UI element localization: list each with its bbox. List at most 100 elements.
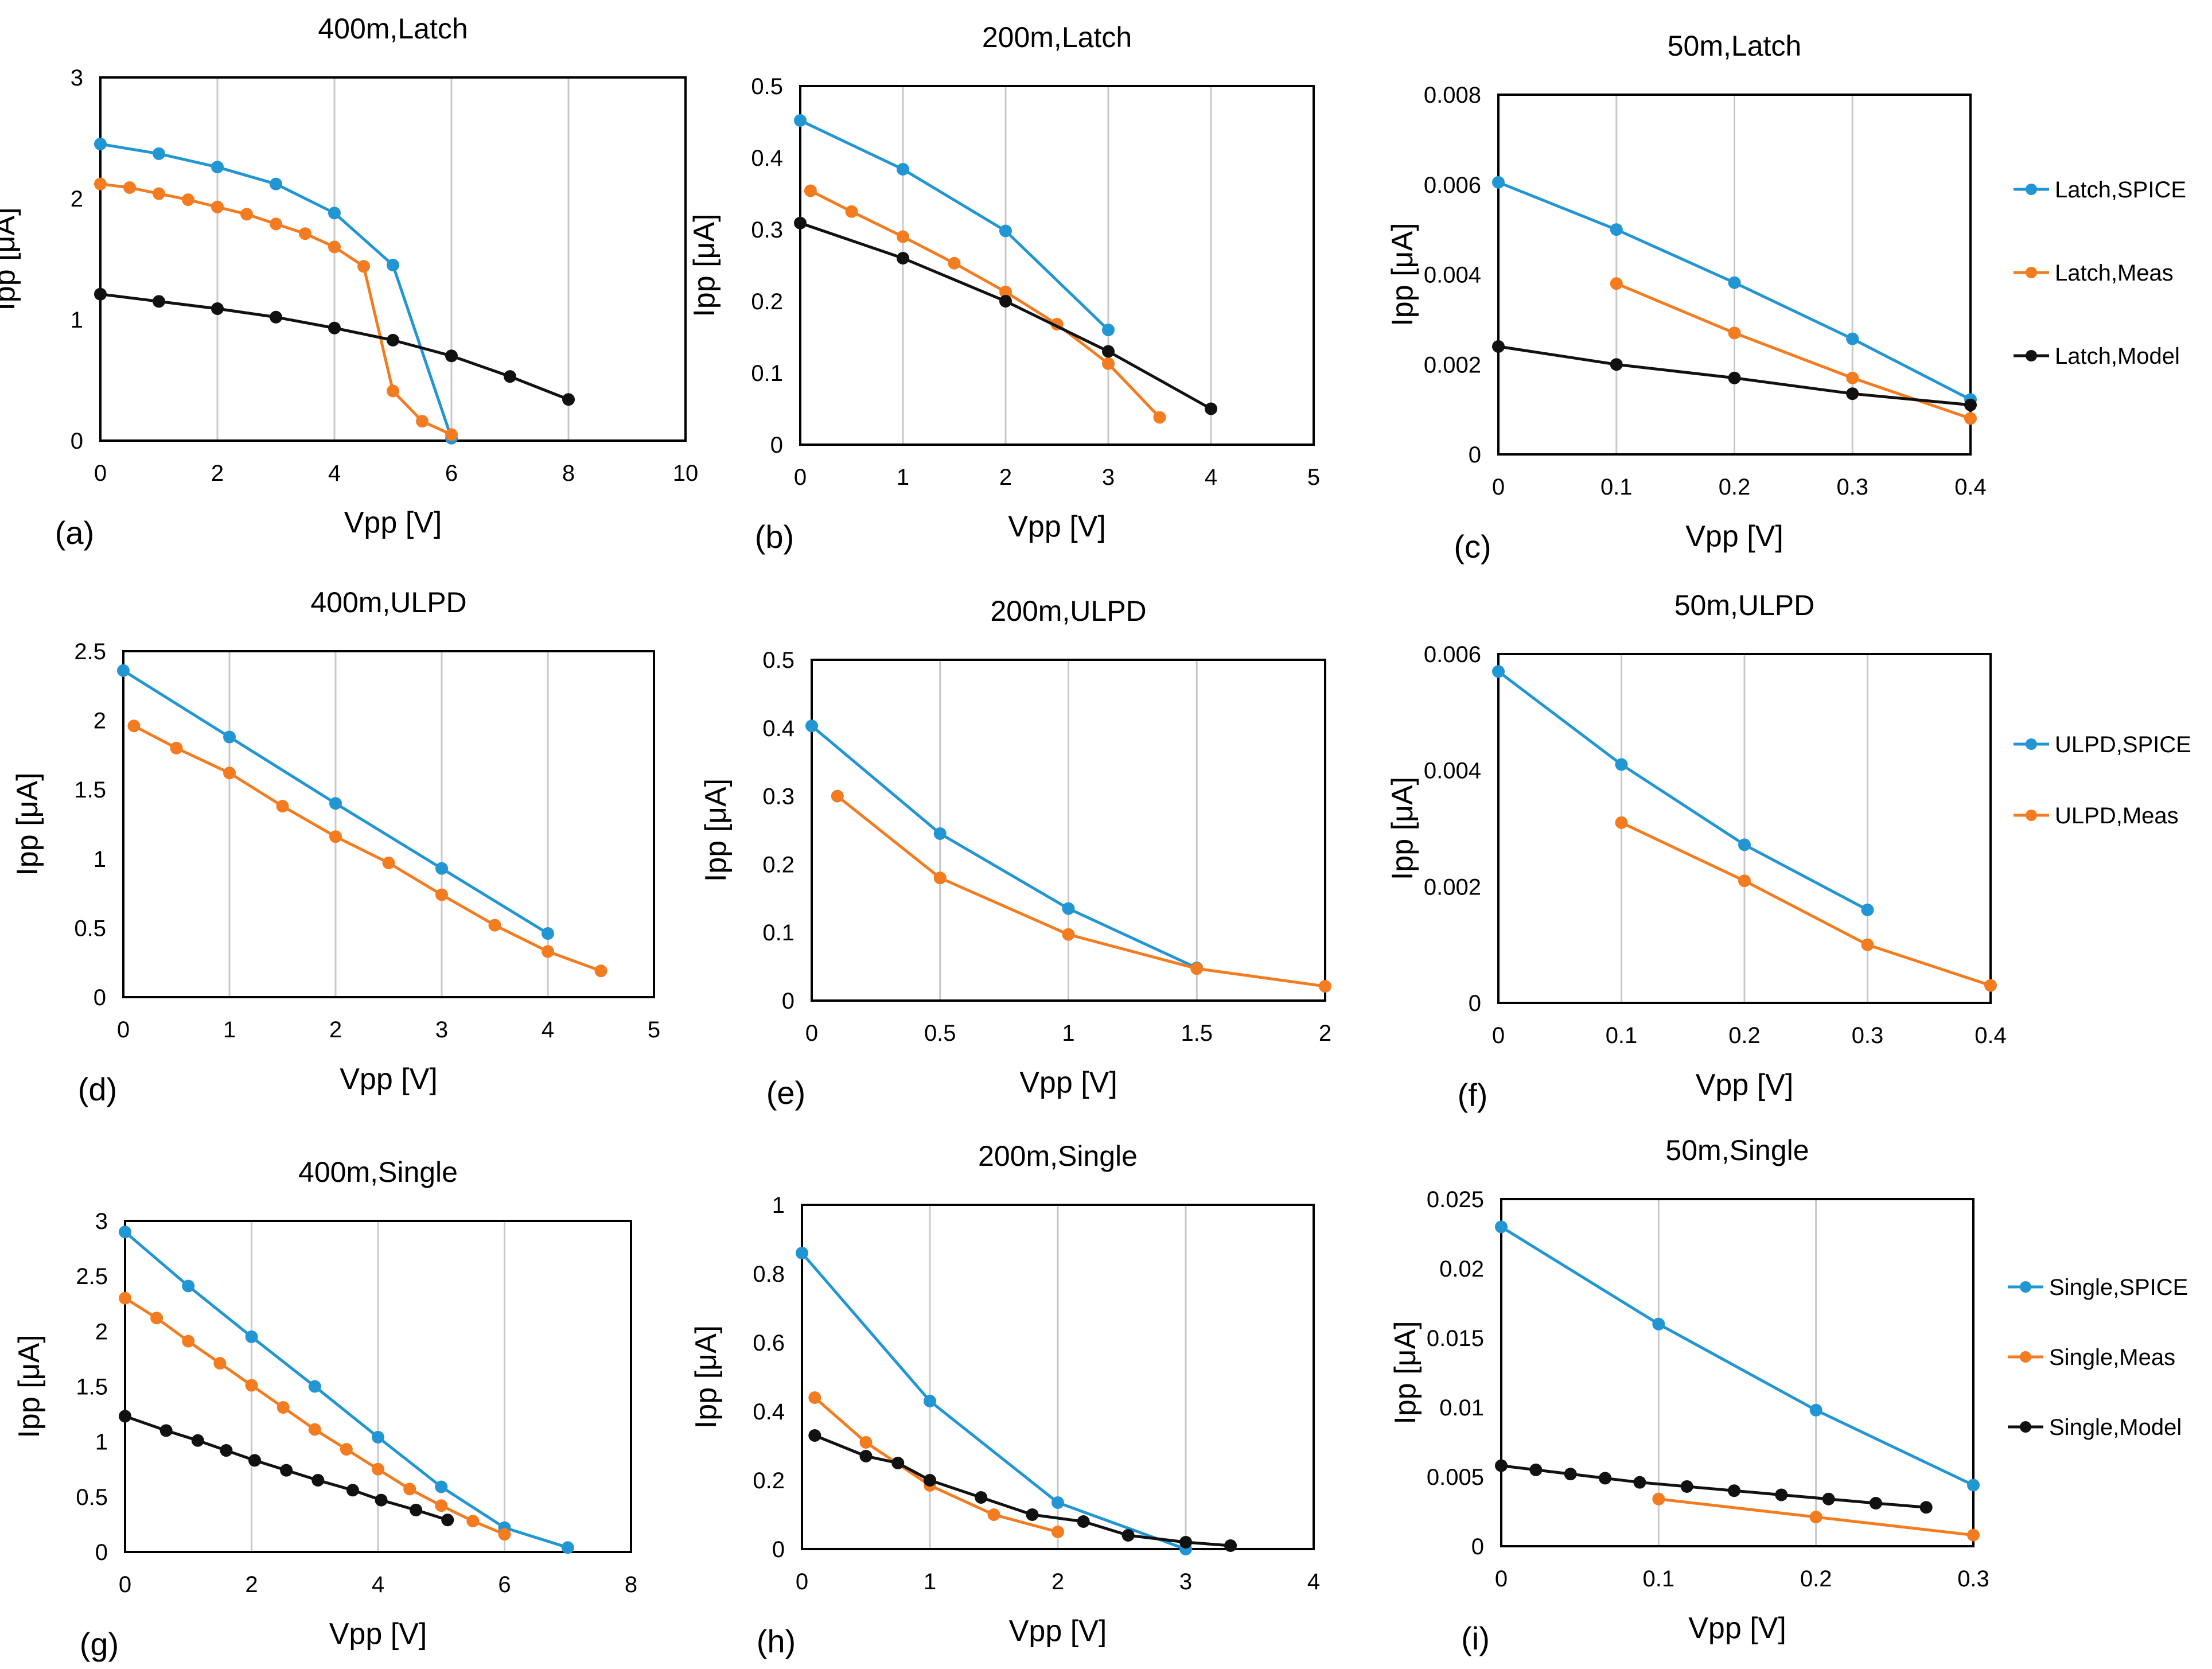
data-point-model: [445, 349, 458, 363]
data-point-model: [1179, 1536, 1192, 1549]
data-point-meas: [1738, 874, 1751, 888]
data-point-meas: [123, 181, 136, 194]
y-tick-label: 0.3: [751, 217, 783, 243]
data-point-model: [1121, 1529, 1135, 1542]
legend-entry-label: ULPD,SPICE: [2055, 732, 2191, 757]
x-tick-label: 5: [648, 1017, 660, 1042]
x-tick-label: 0: [119, 1572, 131, 1597]
data-point-meas: [387, 384, 399, 398]
x-tick-label: 5: [1307, 465, 1320, 490]
data-point-spice: [211, 161, 224, 174]
series-line-meas: [133, 724, 602, 972]
data-point-model: [191, 1434, 204, 1447]
chart-panel: 0 1 2 3 4 5 0 0.5 1 1.5 2 2.5 400m,ULPD Vpp [V] Ipp [μ…: [11, 586, 660, 1107]
data-point-meas: [153, 187, 165, 200]
y-tick-label: 0.5: [762, 648, 795, 673]
data-point-meas: [357, 260, 370, 273]
data-point-spice: [1052, 1496, 1064, 1509]
data-point-model: [1495, 1459, 1508, 1472]
data-point-meas: [213, 1357, 227, 1370]
x-tick-label: 1.5: [1181, 1021, 1213, 1046]
chart-panel: 0 0.1 0.2 0.3 0.4 0 0.002 0.004 0.006 50m,ULPD Vpp…: [1386, 589, 2007, 1113]
y-tick-label: 1.5: [76, 1375, 108, 1400]
data-point-meas: [1652, 1492, 1665, 1505]
x-tick-label: 0.1: [1606, 1023, 1638, 1048]
data-point-spice: [270, 177, 282, 190]
data-point-spice: [1492, 176, 1505, 189]
data-point-spice: [1652, 1317, 1665, 1330]
data-point-meas: [1052, 1526, 1064, 1538]
x-tick-label: 3: [435, 1017, 448, 1042]
data-point-model: [1846, 387, 1859, 400]
data-point-meas: [340, 1443, 353, 1456]
data-point-meas: [94, 177, 107, 190]
y-tick-label: 1: [71, 308, 83, 333]
plot-frame: [801, 1204, 1315, 1550]
data-point-model: [375, 1493, 388, 1507]
data-point-model: [311, 1473, 325, 1487]
x-tick-label: 0.2: [1719, 474, 1751, 500]
x-tick-label: 2: [999, 465, 1012, 490]
data-point-meas: [859, 1436, 873, 1449]
legend-swatch-marker: [2026, 810, 2037, 821]
panel-label: (e): [766, 1075, 805, 1111]
y-tick-label: 0.1: [751, 361, 783, 386]
x-tick-label: 0.4: [1975, 1023, 2007, 1048]
data-point-model: [1869, 1496, 1882, 1510]
data-point-model: [94, 287, 107, 301]
chart-title: 200m,ULPD: [990, 595, 1146, 627]
x-tick-label: 1: [897, 465, 909, 490]
data-point-spice: [1967, 1479, 1980, 1492]
x-axis-label: Vpp [V]: [1688, 1612, 1786, 1645]
y-tick-label: 1.5: [74, 777, 106, 803]
data-point-meas: [1102, 357, 1115, 370]
y-tick-label: 0: [772, 1537, 785, 1562]
legend-entry-label: Single,SPICE: [2049, 1275, 2188, 1300]
x-tick-label: 2: [1319, 1021, 1331, 1046]
data-point-meas: [182, 1335, 195, 1348]
y-tick-label: 0.4: [751, 146, 783, 171]
plot-frame: [122, 650, 655, 998]
series-line-meas: [1615, 282, 1972, 420]
data-point-model: [924, 1474, 936, 1487]
data-point-model: [1964, 398, 1977, 411]
legend-swatch-marker: [2026, 738, 2037, 750]
data-point-meas: [328, 240, 341, 254]
y-tick-label: 0.02: [1439, 1256, 1484, 1282]
y-tick-label: 1: [95, 1430, 108, 1455]
x-tick-label: 0.4: [1954, 474, 1987, 500]
panel-label: (f): [1458, 1077, 1488, 1113]
x-tick-label: 0: [805, 1021, 818, 1046]
y-tick-label: 3: [71, 65, 83, 91]
data-point-model: [1205, 402, 1217, 415]
x-tick-label: 0.2: [1800, 1566, 1832, 1592]
y-tick-label: 0.015: [1427, 1326, 1484, 1351]
data-point-spice: [153, 147, 165, 160]
data-point-meas: [1615, 816, 1628, 829]
x-axis-label: Vpp [V]: [1696, 1068, 1794, 1102]
x-tick-label: 4: [1205, 465, 1217, 490]
y-tick-label: 0: [1471, 1534, 1484, 1559]
y-tick-label: 0.4: [753, 1399, 785, 1425]
data-point-meas: [1153, 411, 1166, 424]
data-point-meas: [127, 719, 141, 733]
legend-entry-label: Single,Model: [2049, 1415, 2182, 1440]
data-point-spice: [119, 1226, 131, 1239]
data-point-meas: [435, 888, 448, 901]
data-point-meas: [897, 230, 909, 243]
y-axis-label: Ipp [μA]: [0, 207, 21, 310]
y-tick-label: 0: [1469, 442, 1481, 468]
x-tick-label: 4: [1307, 1569, 1320, 1594]
y-tick-label: 3: [95, 1209, 108, 1234]
data-point-spice: [1809, 1403, 1822, 1417]
chart-title: 200m,Latch: [982, 21, 1132, 53]
y-tick-label: 2: [94, 709, 106, 734]
data-point-meas: [845, 205, 858, 218]
x-tick-label: 1: [223, 1017, 236, 1042]
x-axis-label: Vpp [V]: [1008, 510, 1106, 543]
legend-entry-label: ULPD,Meas: [2055, 803, 2179, 828]
data-point-model: [387, 333, 399, 347]
y-tick-label: 0.2: [753, 1468, 785, 1493]
data-point-model: [999, 295, 1012, 308]
data-point-meas: [276, 800, 289, 813]
